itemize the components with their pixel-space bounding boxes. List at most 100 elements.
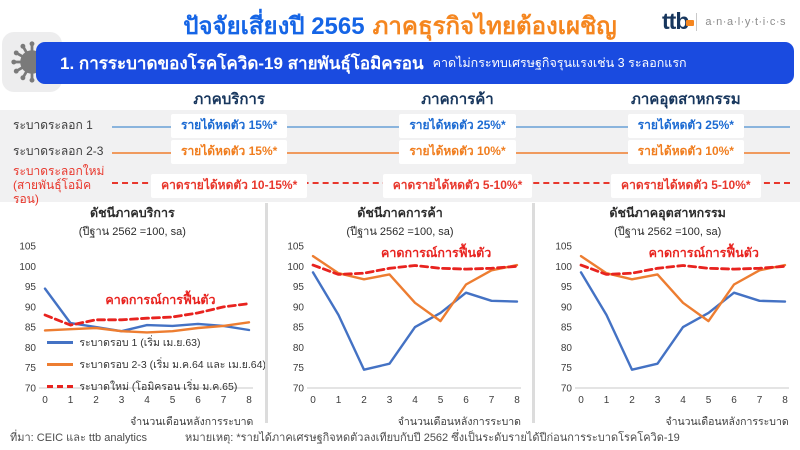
value-badge: คาดรายได้หดตัว 5-10%*: [382, 173, 533, 198]
svg-text:95: 95: [561, 282, 573, 293]
svg-text:0: 0: [310, 395, 316, 406]
svg-text:6: 6: [463, 395, 469, 406]
column-header-services: ภาคบริการ: [193, 91, 265, 108]
svg-text:90: 90: [25, 302, 37, 313]
remark-note: หมายเหตุ: *รายได้ภาคเศรษฐกิจหดตัวลงเทียบ…: [185, 432, 680, 444]
chart-subtitle-industry: (ปีฐาน 2562 =100, sa): [614, 225, 722, 238]
x-axis-label: จำนวนเดือนหลังการระบาด: [665, 415, 789, 428]
chart-subtitle-services: (ปีฐาน 2562 =100, sa): [78, 225, 186, 238]
svg-text:5: 5: [705, 395, 711, 406]
svg-text:75: 75: [25, 363, 37, 374]
svg-text:100: 100: [20, 261, 37, 272]
svg-text:3: 3: [654, 395, 660, 406]
forecast-annotation: คาดการณ์การฟื้นตัว: [105, 292, 216, 307]
plot-area-services: 70 75 80 85 90 95 100 105 0 1 2 3 4 5 6 7 8 คาดการณ์การฟ…: [7, 240, 266, 417]
svg-text:105: 105: [20, 241, 37, 252]
row-label-omicron-line2: (สายพันธุ์โอมิครอน): [13, 177, 92, 206]
value-badge: รายได้หดตัว 15%*: [171, 114, 288, 138]
line-chart-trade: 70 75 80 85 90 95 100 105 0 1 2 3 4 5 6 7 8: [287, 241, 521, 406]
section-banner-title: 1. การระบาดของโรคโควิด-19 สายพันธุ์โอมิค…: [60, 53, 424, 73]
legend-swatch-wave23: [47, 362, 74, 366]
legend-label-wave23: ระบาดรอบ 2-3 (เริ่ม ม.ค.64 และ เม.ย.64): [79, 358, 266, 371]
svg-text:1: 1: [603, 395, 609, 406]
x-axis-label: จำนวนเดือนหลังการระบาด: [397, 415, 521, 428]
chart-title-services: ดัชนีภาคบริการ: [89, 206, 175, 220]
row-label-omicron-line1: ระบาดระลอกใหม่: [13, 164, 105, 178]
value-badge: รายได้หดตัว 25%*: [399, 114, 516, 138]
value-badge: รายได้หดตัว 25%*: [627, 114, 744, 138]
svg-text:6: 6: [731, 395, 737, 406]
chart-title-trade: ดัชนีภาคการค้า: [357, 206, 443, 220]
page-title-sector: ภาคธุรกิจไทยต้องเผชิญ: [372, 13, 617, 40]
svg-text:95: 95: [25, 282, 37, 293]
cell-wave23-industry: รายได้หดตัว 10%*: [572, 140, 800, 164]
svg-text:75: 75: [561, 363, 573, 374]
chart-subtitle-trade: (ปีฐาน 2562 =100, sa): [346, 225, 454, 238]
table-row-wave23: ระบาดระลอก 2-3 รายได้หดตัว 15%* รายได้หด…: [0, 139, 800, 165]
value-badge: คาดรายได้หดตัว 10-15%*: [151, 173, 308, 198]
table-row-omicron: ระบาดระลอกใหม่ (สายพันธุ์โอมิครอน) คาดรา…: [0, 164, 800, 205]
cell-omicron-services: คาดรายได้หดตัว 10-15%*: [115, 173, 343, 198]
svg-text:85: 85: [561, 322, 573, 333]
svg-text:3: 3: [387, 395, 393, 406]
header-spacer: [0, 87, 115, 111]
legend-label-wave1: ระบาดรอบ 1 (เริ่ม เม.ย.63): [79, 336, 201, 349]
ttb-logo-orange-accent: [686, 20, 695, 26]
svg-text:2: 2: [361, 395, 367, 406]
svg-text:100: 100: [555, 261, 572, 272]
value-badge: คาดรายได้หดตัว 5-10%*: [611, 173, 761, 198]
svg-text:8: 8: [247, 395, 253, 406]
svg-text:75: 75: [293, 363, 305, 374]
cell-wave1-services: รายได้หดตัว 15%*: [115, 114, 343, 138]
svg-text:4: 4: [145, 395, 151, 406]
svg-text:0: 0: [43, 395, 49, 406]
legend-label-omicron: ระบาดใหม่ (โอมิครอน เริ่ม ม.ค.65): [79, 380, 238, 393]
svg-text:7: 7: [756, 395, 762, 406]
x-axis-label: จำนวนเดือนหลังการระบาด: [130, 415, 254, 428]
page-title-risk: ปัจจัยเสี่ยงปี 2565: [183, 13, 365, 40]
legend-swatch-omicron: [47, 384, 74, 388]
svg-text:5: 5: [170, 395, 176, 406]
cell-wave1-industry: รายได้หดตัว 25%*: [572, 114, 800, 138]
row-label-omicron: ระบาดระลอกใหม่ (สายพันธุ์โอมิครอน): [0, 164, 115, 206]
svg-text:6: 6: [196, 395, 202, 406]
svg-text:1: 1: [336, 395, 342, 406]
sector-column-headers: ภาคบริการ ภาคการค้า ภาคอุตสาหกรรม: [0, 87, 800, 111]
svg-text:2: 2: [94, 395, 100, 406]
cell-wave1-trade: รายได้หดตัว 25%*: [343, 114, 571, 138]
svg-text:3: 3: [119, 395, 125, 406]
line-chart-industry: 70 75 80 85 90 95 100 105 0 1 2 3 4 5 6 7 8: [555, 241, 789, 406]
svg-text:80: 80: [25, 343, 37, 354]
chart-panel-services: ดัชนีภาคบริการ (ปีฐาน 2562 =100, sa) 70 7…: [0, 203, 266, 428]
svg-text:70: 70: [25, 383, 37, 394]
line-chart-services: 70 75 80 85 90 95 100 105 0 1 2 3 4 5 6 7 8: [20, 241, 254, 406]
svg-text:105: 105: [555, 241, 572, 252]
row-label-wave1: ระบาดระลอก 1: [13, 118, 93, 133]
ttb-analytics-logo: ttb a·n·a·l·y·t·i·c·s: [662, 10, 786, 33]
svg-text:100: 100: [287, 261, 304, 272]
plot-area-industry: 70 75 80 85 90 95 100 105 0 1 2 3 4 5 6 7 8 คาดการณ์การฟ…: [543, 240, 793, 417]
svg-text:70: 70: [293, 383, 305, 394]
chart-legend: ระบาดรอบ 1 (เริ่ม เม.ย.63) ระบาดรอบ 2-3 …: [47, 334, 266, 395]
svg-text:7: 7: [221, 395, 227, 406]
cell-omicron-industry: คาดรายได้หดตัว 5-10%*: [572, 173, 800, 198]
footer: ที่มา: CEIC และ ttb analytics หมายเหตุ: …: [10, 428, 794, 446]
svg-text:0: 0: [578, 395, 584, 406]
forecast-annotation: คาดการณ์การฟื้นตัว: [648, 245, 759, 260]
section-banner-subtitle: คาดไม่กระทบเศรษฐกิจรุนแรงเช่น 3 ระลอกแรก: [432, 56, 687, 70]
table-row-wave1: ระบาดระลอก 1 รายได้หดตัว 15%* รายได้หดตั…: [0, 113, 800, 139]
column-header-trade: ภาคการค้า: [421, 91, 494, 108]
source-note: ที่มา: CEIC และ ttb analytics: [10, 432, 148, 444]
svg-text:4: 4: [680, 395, 686, 406]
analytics-wordmark: a·n·a·l·y·t·i·c·s: [705, 15, 786, 28]
legend-item-wave1: ระบาดรอบ 1 (เริ่ม เม.ย.63): [47, 334, 266, 351]
value-badge: รายได้หดตัว 10%*: [627, 140, 744, 164]
plot-area-trade: 70 75 80 85 90 95 100 105 0 1 2 3 4 5 6 7 8 คาดการณ์การฟ…: [275, 240, 525, 417]
wave-comparison-table: ระบาดระลอก 1 รายได้หดตัว 15%* รายได้หดตั…: [0, 110, 800, 205]
cell-omicron-trade: คาดรายได้หดตัว 5-10%*: [343, 173, 571, 198]
svg-text:5: 5: [438, 395, 444, 406]
svg-text:8: 8: [782, 395, 788, 406]
page-title: ปัจจัยเสี่ยงปี 2565 ภาคธุรกิจไทยต้องเผชิญ: [0, 6, 800, 45]
svg-text:8: 8: [514, 395, 520, 406]
